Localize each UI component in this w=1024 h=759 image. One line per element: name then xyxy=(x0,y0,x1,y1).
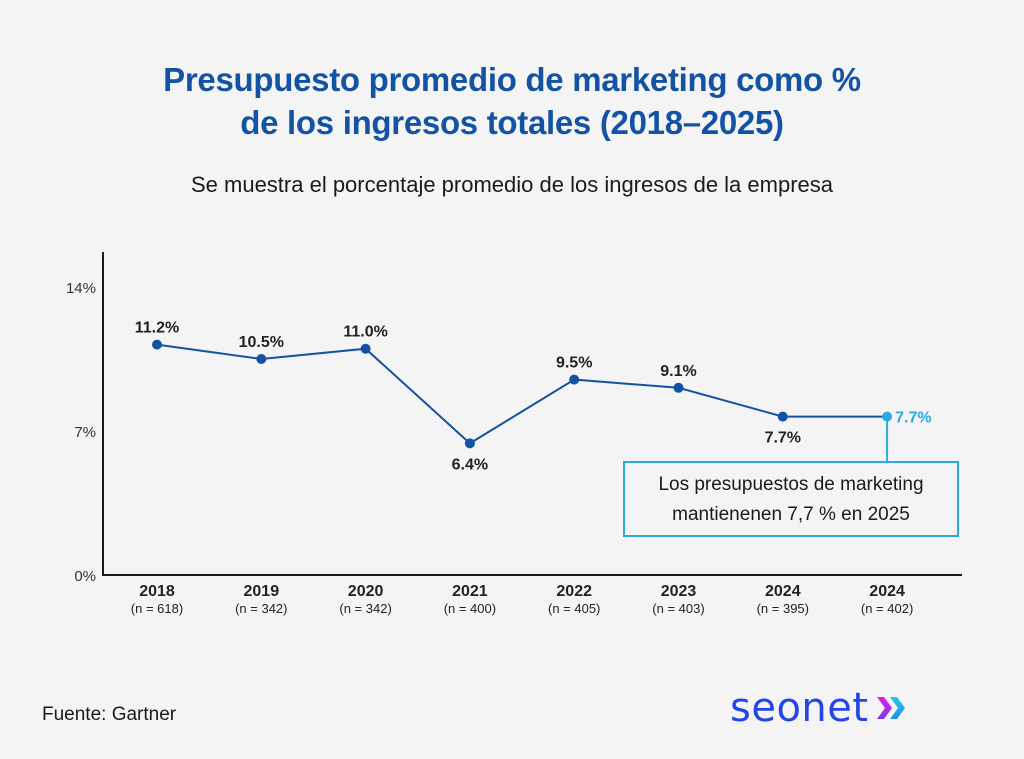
data-label: 11.2% xyxy=(135,320,179,337)
data-label: 7.7% xyxy=(765,430,801,447)
data-point-2024-highlight xyxy=(882,411,893,422)
x-tick-sample-size: (n = 400) xyxy=(444,601,496,616)
callout-line-2: mantienenen 7,7 % en 2025 xyxy=(672,504,910,525)
chart-title: Presupuesto promedio de marketing como %… xyxy=(0,58,1024,144)
x-tick-label: 2018 xyxy=(139,583,175,600)
callout-line-1: Los presupuestos de marketing xyxy=(658,474,924,495)
x-tick-sample-size: (n = 405) xyxy=(548,601,600,616)
data-point-2020 xyxy=(360,343,371,354)
logo-text: seonet xyxy=(730,685,869,731)
data-point-2022 xyxy=(569,374,580,385)
chart-title-line-2: de los ingresos totales (2018–2025) xyxy=(240,104,784,141)
chart-title-line-1: Presupuesto promedio de marketing como % xyxy=(163,61,861,98)
series-line xyxy=(156,343,888,445)
x-tick-sample-size: (n = 395) xyxy=(757,601,809,616)
data-point-2024 xyxy=(777,411,788,422)
x-tick-label: 2024 xyxy=(765,583,801,600)
data-label: 9.5% xyxy=(556,355,592,372)
data-point-2019 xyxy=(256,354,267,364)
x-tick-sample-size: (n = 618) xyxy=(131,601,183,616)
data-label: 9.1% xyxy=(660,363,696,380)
x-tick-label: 2020 xyxy=(348,583,384,600)
data-point-2021 xyxy=(464,438,475,449)
data-label: 7.7% xyxy=(895,410,931,427)
x-tick-sample-size: (n = 342) xyxy=(339,601,391,616)
double-chevron-right-icon xyxy=(876,697,905,719)
y-tick-label: 7% xyxy=(74,424,96,441)
x-tick-label: 2023 xyxy=(661,583,697,600)
data-label: 6.4% xyxy=(452,456,488,473)
x-tick-label: 2022 xyxy=(556,583,592,600)
annotation-callout: Los presupuestos de marketing mantienene… xyxy=(623,461,959,537)
x-tick-sample-size: (n = 403) xyxy=(652,601,704,616)
data-label: 11.0% xyxy=(343,324,387,341)
data-point-2023 xyxy=(673,382,684,393)
x-tick-sample-size: (n = 342) xyxy=(235,601,287,616)
y-tick-label: 0% xyxy=(74,568,96,585)
x-tick-label: 2019 xyxy=(244,583,280,600)
x-tick-label: 2024 xyxy=(869,583,905,600)
data-point-2018 xyxy=(152,339,162,350)
data-label: 10.5% xyxy=(239,334,284,351)
source-label: Fuente: Gartner xyxy=(42,704,177,725)
chart-subtitle: Se muestra el porcentaje promedio de los… xyxy=(190,172,834,197)
seonet-logo: seonet xyxy=(730,684,909,732)
x-tick-sample-size: (n = 402) xyxy=(861,601,913,616)
y-tick-label: 14% xyxy=(66,280,96,297)
x-tick-label: 2021 xyxy=(452,583,488,600)
